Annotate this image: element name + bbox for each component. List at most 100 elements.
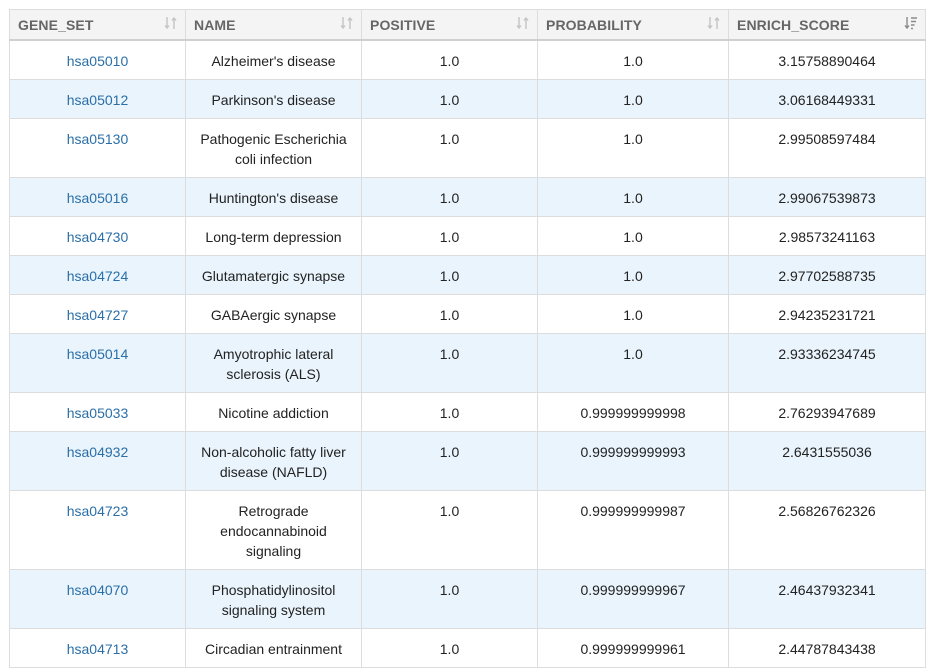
sort-both-icon[interactable] (164, 15, 178, 31)
column-header-label: PROBABILITY (546, 16, 642, 33)
gene-set-link[interactable]: hsa04724 (66, 268, 129, 284)
gene-set-link[interactable]: hsa04713 (66, 641, 129, 657)
column-header-label: ENRICH_SCORE (737, 16, 850, 33)
probability-cell: 1.0 (537, 294, 729, 334)
gene-set-cell: hsa04713 (9, 628, 186, 668)
positive-cell: 1.0 (361, 569, 538, 629)
table-row: hsa04724 Glutamatergic synapse 1.0 1.0 2.977… (9, 255, 926, 295)
table-row: hsa05130 Pathogenic Escherichia coli infe… (9, 118, 926, 178)
enrich-score-cell: 2.76293947689 (728, 392, 926, 432)
sort-both-icon[interactable] (707, 15, 721, 31)
column-header-gene-set[interactable]: GENE_SET (9, 9, 186, 41)
table-row: hsa04723 Retrograde endocannabinoid signa… (9, 490, 926, 570)
column-header-enrich-score[interactable]: ENRICH_SCORE (728, 9, 926, 41)
gene-set-link[interactable]: hsa04727 (66, 307, 129, 323)
column-header-probability[interactable]: PROBABILITY (537, 9, 729, 41)
gene-set-cell: hsa04727 (9, 294, 186, 334)
table-row: hsa04727 GABAergic synapse 1.0 1.0 2.9423523… (9, 294, 926, 334)
positive-cell: 1.0 (361, 431, 538, 491)
pathway-name-cell: Circadian entrainment (185, 628, 362, 668)
sort-desc-icon[interactable] (904, 15, 918, 31)
positive-cell: 1.0 (361, 628, 538, 668)
gene-set-cell: hsa04932 (9, 431, 186, 491)
probability-cell: 1.0 (537, 118, 729, 178)
gene-set-cell: hsa04724 (9, 255, 186, 295)
enrich-score-cell: 2.97702588735 (728, 255, 926, 295)
positive-cell: 1.0 (361, 79, 538, 119)
column-header-name[interactable]: NAME (185, 9, 362, 41)
enrich-score-cell: 2.93336234745 (728, 333, 926, 393)
probability-cell: 1.0 (537, 216, 729, 256)
gene-set-link[interactable]: hsa05014 (66, 346, 129, 362)
sort-both-icon[interactable] (516, 15, 530, 31)
table-row: hsa05033 Nicotine addiction 1.0 0.999999999… (9, 392, 926, 432)
positive-cell: 1.0 (361, 255, 538, 295)
probability-cell: 0.999999999993 (537, 431, 729, 491)
table-row: hsa04932 Non-alcoholic fatty liver diseas… (9, 431, 926, 491)
gene-set-link[interactable]: hsa05012 (66, 92, 129, 108)
enrich-score-cell: 2.56826762326 (728, 490, 926, 570)
table-row: hsa05014 Amyotrophic lateral sclerosis (A… (9, 333, 926, 393)
column-header-label: NAME (194, 16, 236, 33)
positive-cell: 1.0 (361, 177, 538, 217)
enrichment-table: GENE_SET NAME POSITIVE (9, 9, 926, 668)
pathway-name-cell: Glutamatergic synapse (185, 255, 362, 295)
positive-cell: 1.0 (361, 490, 538, 570)
pathway-name-cell: Phosphatidylinositol signaling system (185, 569, 362, 629)
table-row: hsa04070 Phosphatidylinositol signaling s… (9, 569, 926, 629)
column-header-positive[interactable]: POSITIVE (361, 9, 538, 41)
gene-set-link[interactable]: hsa04070 (66, 582, 129, 598)
pathway-name-cell: Parkinson's disease (185, 79, 362, 119)
enrich-score-cell: 2.44787843438 (728, 628, 926, 668)
enrich-score-cell: 2.94235231721 (728, 294, 926, 334)
pathway-name-cell: Non-alcoholic fatty liver disease (NAFLD… (185, 431, 362, 491)
probability-cell: 1.0 (537, 79, 729, 119)
probability-cell: 1.0 (537, 333, 729, 393)
column-header-label: GENE_SET (18, 16, 94, 33)
enrich-score-cell: 2.6431555036 (728, 431, 926, 491)
gene-set-cell: hsa05130 (9, 118, 186, 178)
positive-cell: 1.0 (361, 118, 538, 178)
enrich-score-cell: 2.99508597484 (728, 118, 926, 178)
enrich-score-cell: 3.15758890464 (728, 39, 926, 80)
pathway-name-cell: Long-term depression (185, 216, 362, 256)
pathway-name-cell: GABAergic synapse (185, 294, 362, 334)
gene-set-link[interactable]: hsa04730 (66, 229, 129, 245)
gene-set-link[interactable]: hsa05130 (66, 131, 129, 147)
sort-both-icon[interactable] (340, 15, 354, 31)
probability-cell: 1.0 (537, 255, 729, 295)
table-row: hsa04713 Circadian entrainment 1.0 0.999999… (9, 628, 926, 668)
probability-cell: 0.999999999987 (537, 490, 729, 570)
table-row: hsa05016 Huntington's disease 1.0 1.0 2.9906… (9, 177, 926, 217)
gene-set-link[interactable]: hsa05010 (66, 53, 129, 69)
enrich-score-cell: 3.06168449331 (728, 79, 926, 119)
probability-cell: 0.999999999961 (537, 628, 729, 668)
gene-set-link[interactable]: hsa04723 (66, 503, 129, 519)
probability-cell: 1.0 (537, 177, 729, 217)
gene-set-link[interactable]: hsa05033 (66, 405, 129, 421)
results-table-container: GENE_SET NAME POSITIVE (9, 9, 926, 668)
table-row: hsa05012 Parkinson's disease 1.0 1.0 3.06168… (9, 79, 926, 119)
enrich-score-cell: 2.46437932341 (728, 569, 926, 629)
gene-set-cell: hsa05010 (9, 39, 186, 80)
gene-set-link[interactable]: hsa05016 (66, 190, 129, 206)
gene-set-cell: hsa04723 (9, 490, 186, 570)
positive-cell: 1.0 (361, 39, 538, 80)
table-body: hsa05010 Alzheimer's disease 1.0 1.0 3.15758… (9, 39, 926, 668)
enrich-score-cell: 2.98573241163 (728, 216, 926, 256)
column-header-label: POSITIVE (370, 16, 436, 33)
gene-set-cell: hsa05014 (9, 333, 186, 393)
positive-cell: 1.0 (361, 392, 538, 432)
enrich-score-cell: 2.99067539873 (728, 177, 926, 217)
gene-set-link[interactable]: hsa04932 (66, 444, 129, 460)
probability-cell: 0.999999999967 (537, 569, 729, 629)
probability-cell: 1.0 (537, 39, 729, 80)
gene-set-cell: hsa05012 (9, 79, 186, 119)
probability-cell: 0.999999999998 (537, 392, 729, 432)
positive-cell: 1.0 (361, 294, 538, 334)
pathway-name-cell: Amyotrophic lateral sclerosis (ALS) (185, 333, 362, 393)
table-row: hsa05010 Alzheimer's disease 1.0 1.0 3.15758… (9, 39, 926, 80)
pathway-name-cell: Retrograde endocannabinoid signaling (185, 490, 362, 570)
gene-set-cell: hsa05016 (9, 177, 186, 217)
table-header: GENE_SET NAME POSITIVE (9, 9, 926, 41)
